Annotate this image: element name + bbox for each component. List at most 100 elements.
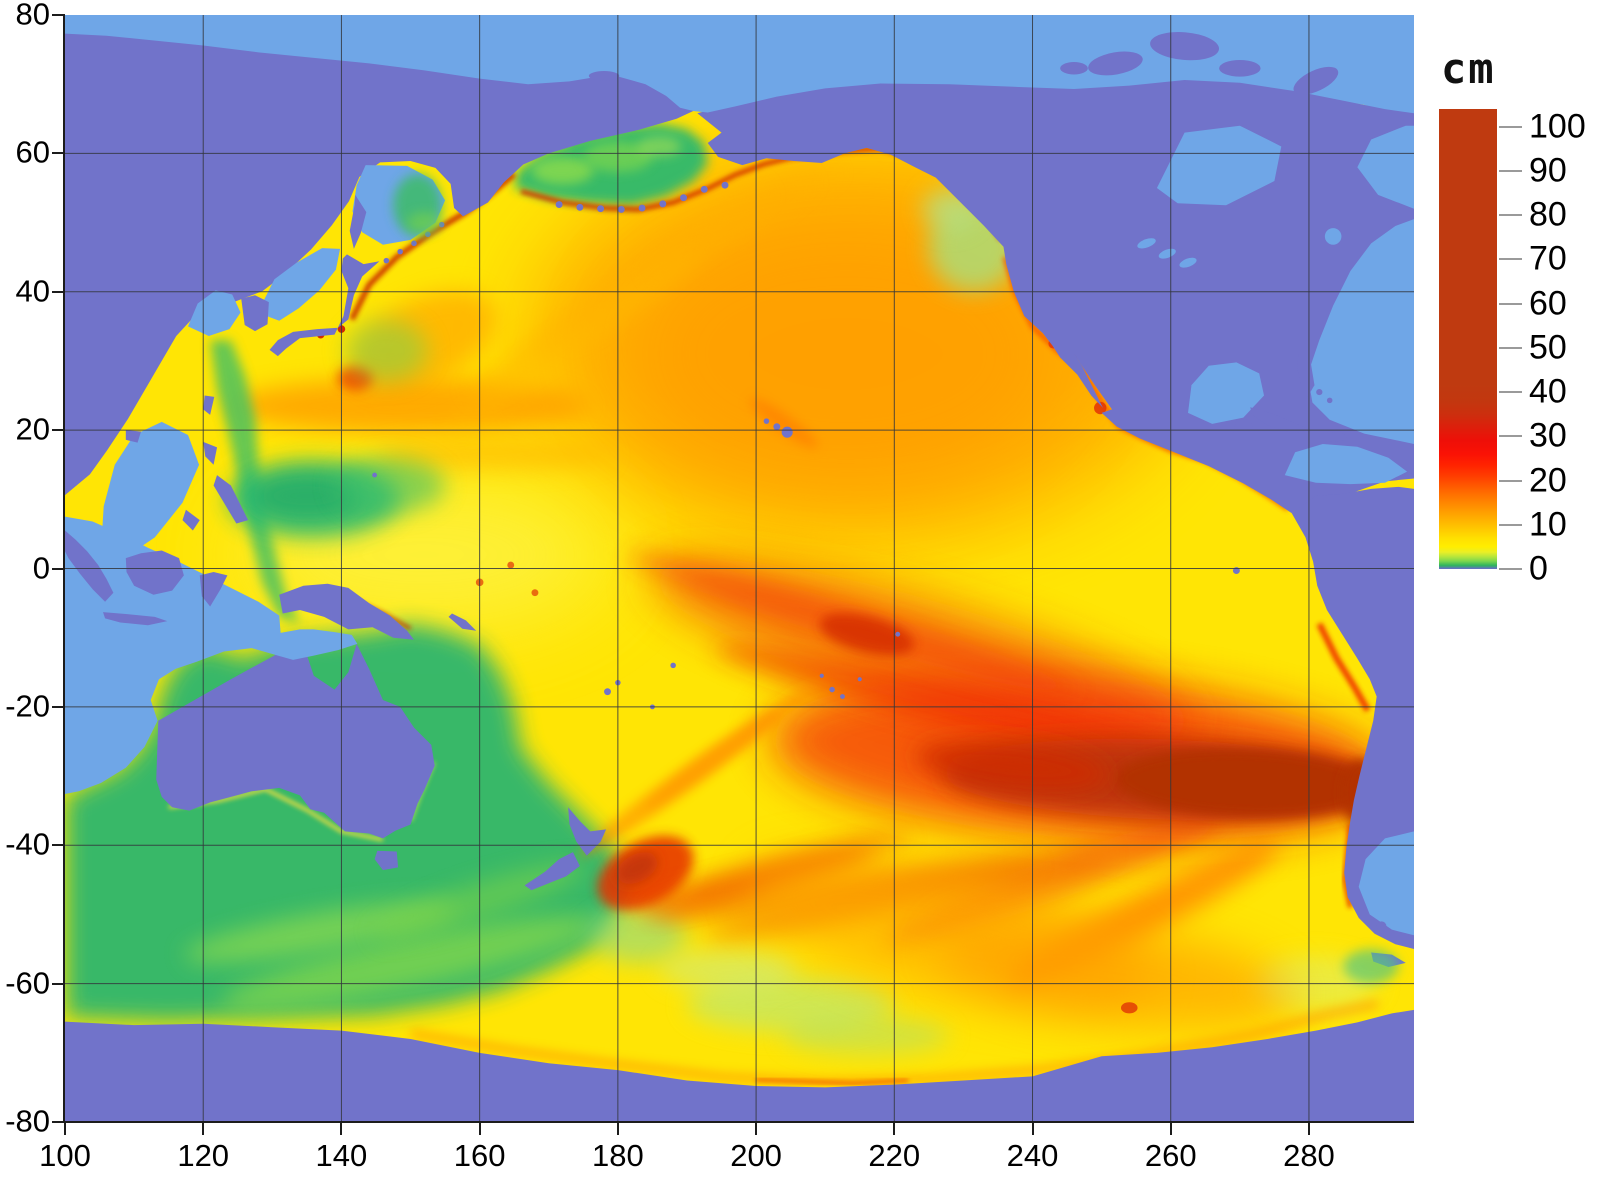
tasmania xyxy=(374,850,399,871)
colorbar xyxy=(1439,109,1497,569)
x-axis-line xyxy=(63,1121,1414,1123)
colorbar-tick-label: 0 xyxy=(1529,549,1548,588)
colorbar-tick-label: 10 xyxy=(1529,505,1567,544)
tonga xyxy=(650,704,655,710)
colorbar-tick-mark xyxy=(1499,346,1522,349)
fiji xyxy=(604,688,611,696)
galapagos xyxy=(1232,567,1240,575)
x-tick-label: 160 xyxy=(453,1138,506,1173)
florida xyxy=(1297,354,1315,397)
colorbar-unit-label: cm xyxy=(1441,44,1496,93)
falkland-islands xyxy=(1376,921,1387,932)
colorbar-tick-label: 40 xyxy=(1529,372,1567,411)
australia xyxy=(156,643,435,839)
colorbar-tick-mark xyxy=(1499,568,1522,570)
y-tick-mark xyxy=(52,290,65,293)
asia xyxy=(65,28,698,496)
cuba xyxy=(1250,407,1313,433)
wrangel-island xyxy=(588,71,620,81)
x-tick-mark xyxy=(1031,1122,1034,1135)
x-tick-label: 120 xyxy=(177,1138,230,1173)
colorbar-tick-label: 60 xyxy=(1529,283,1567,322)
colorbar-tick-mark xyxy=(1499,435,1522,438)
colorbar-tick-mark xyxy=(1499,391,1522,394)
y-tick-mark xyxy=(52,567,65,570)
colorbar-tick-mark xyxy=(1499,125,1522,128)
colorbar-tick-label: 20 xyxy=(1529,460,1567,499)
colorbar-tick-label: 100 xyxy=(1529,107,1586,146)
colorbar-tick-mark xyxy=(1499,214,1522,217)
x-tick-mark xyxy=(64,1122,66,1135)
hainan xyxy=(125,430,142,443)
antarctica xyxy=(65,1009,1414,1122)
borneo xyxy=(125,550,184,595)
new-zealand-north xyxy=(568,807,607,856)
colorbar-tick-mark xyxy=(1499,479,1522,482)
guam xyxy=(372,472,378,478)
y-tick-label: 0 xyxy=(32,549,50,585)
x-tick-mark xyxy=(478,1122,481,1135)
x-tick-label: 200 xyxy=(730,1138,782,1173)
caribbean-sea xyxy=(1284,443,1408,485)
philippines xyxy=(203,441,218,465)
y-tick-label: 60 xyxy=(15,134,50,170)
gulf-of-mexico xyxy=(1188,362,1265,424)
sumatra xyxy=(65,530,114,602)
hawaii xyxy=(781,426,793,438)
colorbar-tick-label: 70 xyxy=(1529,239,1567,278)
gulf-of-st-lawrence xyxy=(1324,228,1342,245)
x-tick-label: 240 xyxy=(1006,1138,1059,1173)
y-tick-mark xyxy=(52,705,65,708)
sakhalin xyxy=(349,194,367,249)
marginal-sea-patches xyxy=(393,174,1399,984)
x-tick-mark xyxy=(616,1122,619,1135)
x-tick-label: 100 xyxy=(39,1138,91,1173)
x-tick-mark xyxy=(755,1122,758,1135)
new-guinea xyxy=(279,583,414,640)
y-tick-mark xyxy=(52,844,65,847)
y-tick-mark xyxy=(52,152,65,155)
y-tick-mark xyxy=(52,1121,65,1123)
colorbar-tick-label: 80 xyxy=(1529,195,1567,234)
japan xyxy=(269,254,380,357)
samoa xyxy=(670,662,676,669)
x-tick-label: 180 xyxy=(591,1138,644,1173)
y-tick-label: -60 xyxy=(5,964,50,1000)
islands xyxy=(65,32,1387,932)
x-tick-label: 140 xyxy=(315,1138,368,1173)
y-tick-label: 20 xyxy=(15,411,50,447)
sulawesi xyxy=(199,571,228,607)
x-tick-label: 280 xyxy=(1283,1138,1335,1173)
x-tick-mark xyxy=(893,1122,896,1135)
hispaniola xyxy=(1319,432,1347,442)
x-tick-label: 220 xyxy=(868,1138,921,1173)
sea-of-japan xyxy=(264,248,341,321)
atlantic-ocean xyxy=(1307,219,1414,444)
solomons xyxy=(448,613,477,631)
y-tick-label: 40 xyxy=(15,273,50,309)
taiwan xyxy=(203,395,215,415)
y-tick-mark xyxy=(52,982,65,985)
pacific-tsunami-map xyxy=(65,15,1414,1122)
argentine-shelf xyxy=(1358,831,1414,936)
y-tick-label: -40 xyxy=(5,826,50,862)
yucatan xyxy=(1232,419,1256,446)
x-tick-mark xyxy=(202,1122,205,1135)
colorbar-tick-label: 30 xyxy=(1529,416,1567,455)
colorbar-tick-label: 50 xyxy=(1529,328,1567,367)
y-tick-mark xyxy=(52,14,65,16)
great-lakes xyxy=(1137,238,1156,249)
colorbar-tick-mark xyxy=(1499,523,1522,526)
colorbar-tick-mark xyxy=(1499,258,1522,261)
x-tick-mark xyxy=(1307,1122,1310,1135)
labrador-sea xyxy=(1357,125,1414,209)
x-tick-mark xyxy=(340,1122,343,1135)
new-zealand-south xyxy=(524,852,580,891)
x-tick-label: 260 xyxy=(1144,1138,1197,1173)
south-america xyxy=(1291,486,1414,950)
korea xyxy=(241,295,269,332)
colorbar-tick-label: 90 xyxy=(1529,151,1567,190)
y-tick-label: -80 xyxy=(5,1103,50,1139)
x-tick-mark xyxy=(1169,1122,1172,1135)
